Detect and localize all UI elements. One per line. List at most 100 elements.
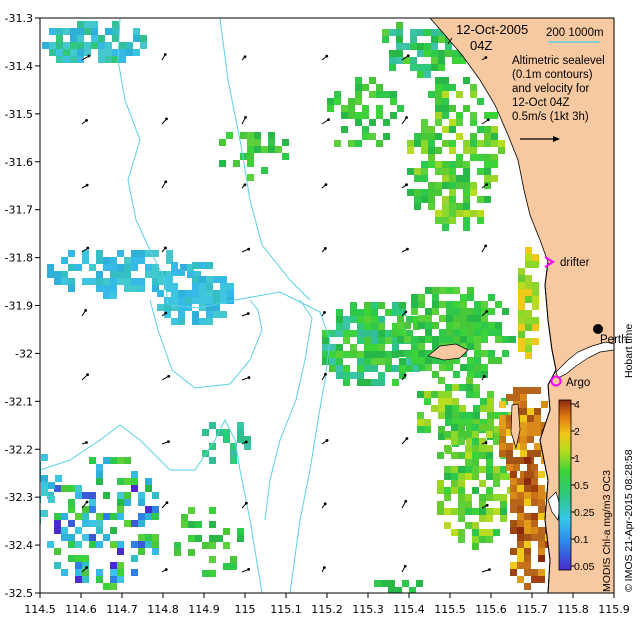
chl-pixel bbox=[96, 513, 103, 520]
chl-pixel bbox=[124, 271, 131, 278]
chl-pixel bbox=[452, 398, 459, 405]
chl-pixel bbox=[378, 330, 385, 337]
chl-pixel bbox=[54, 513, 61, 520]
chl-pixel bbox=[399, 372, 406, 379]
chl-pixel bbox=[77, 56, 84, 63]
chl-pixel bbox=[453, 371, 460, 378]
chl-pixel bbox=[538, 471, 545, 478]
chl-pixel bbox=[364, 344, 371, 351]
chl-pixel bbox=[282, 139, 289, 146]
chl-pixel bbox=[414, 168, 421, 175]
chl-pixel bbox=[425, 287, 432, 294]
chl-pixel bbox=[466, 391, 473, 398]
chl-pixel bbox=[417, 64, 424, 71]
chl-pixel bbox=[452, 57, 459, 64]
chl-pixel bbox=[451, 529, 458, 536]
chl-pixel bbox=[48, 482, 55, 489]
chl-pixel bbox=[431, 36, 438, 43]
chl-pixel bbox=[499, 429, 506, 436]
chl-pixel bbox=[488, 308, 495, 315]
velocity-arrow bbox=[241, 567, 251, 573]
chl-pixel bbox=[495, 322, 502, 329]
chl-pixel bbox=[341, 105, 348, 112]
chl-pixel bbox=[27, 510, 34, 517]
chl-pixel bbox=[202, 542, 209, 549]
chl-pixel bbox=[486, 494, 493, 501]
map-date: 12-Oct-2005 bbox=[456, 22, 528, 37]
chl-pixel bbox=[510, 527, 517, 534]
chl-pixel bbox=[164, 304, 171, 311]
chl-pixel bbox=[460, 343, 467, 350]
chl-pixel bbox=[406, 330, 413, 337]
chl-pixel bbox=[378, 302, 385, 309]
chl-pixel bbox=[112, 28, 119, 35]
chl-pixel bbox=[240, 132, 247, 139]
chl-pixel bbox=[470, 84, 477, 91]
chl-pixel bbox=[131, 478, 138, 485]
chl-pixel bbox=[219, 139, 226, 146]
chl-pixel bbox=[357, 323, 364, 330]
chl-pixel bbox=[110, 576, 117, 583]
chl-pixel bbox=[348, 105, 355, 112]
velocity-arrow bbox=[81, 118, 88, 125]
chl-pixel bbox=[145, 271, 152, 278]
chl-pixel bbox=[466, 377, 473, 384]
swan-river bbox=[555, 341, 614, 379]
chl-pixel bbox=[371, 309, 378, 316]
chl-pixel bbox=[378, 372, 385, 379]
chl-pixel bbox=[493, 480, 500, 487]
chl-pixel bbox=[117, 513, 124, 520]
chl-pixel bbox=[138, 548, 145, 555]
chl-pixel bbox=[47, 541, 54, 548]
chl-pixel bbox=[261, 146, 268, 153]
svg-text:and velocity for: and velocity for bbox=[512, 83, 590, 95]
chl-pixel bbox=[479, 480, 486, 487]
chl-pixel bbox=[520, 408, 527, 415]
chl-pixel bbox=[112, 35, 119, 42]
x-axis: 114.5 114.6 114.7 114.8 114.9 115 115.1 115.2 11… bbox=[24, 593, 630, 616]
chl-pixel bbox=[110, 292, 117, 299]
chl-pixel bbox=[524, 548, 531, 555]
chl-pixel bbox=[355, 77, 362, 84]
chl-pixel bbox=[487, 391, 494, 398]
chl-pixel bbox=[206, 276, 213, 283]
chl-pixel bbox=[110, 583, 117, 590]
chl-pixel bbox=[487, 398, 494, 405]
chl-pixel bbox=[449, 161, 456, 168]
chl-pixel bbox=[453, 322, 460, 329]
velocity-arrow bbox=[241, 55, 247, 61]
chl-pixel bbox=[517, 527, 524, 534]
chl-pixel bbox=[494, 426, 501, 433]
chl-pixel bbox=[68, 499, 75, 506]
chl-pixel bbox=[254, 132, 261, 139]
chl-pixel bbox=[385, 337, 392, 344]
chl-pixel bbox=[506, 394, 513, 401]
chl-pixel bbox=[364, 365, 371, 372]
velocity-arrow bbox=[401, 183, 408, 189]
chl-pixel bbox=[480, 398, 487, 405]
chl-pixel bbox=[411, 294, 418, 301]
velocity-arrow bbox=[81, 309, 88, 317]
chl-pixel bbox=[460, 322, 467, 329]
chl-pixel bbox=[75, 569, 82, 576]
chl-pixel bbox=[117, 278, 124, 285]
chl-pixel bbox=[206, 304, 213, 311]
chl-pixel bbox=[472, 529, 479, 536]
chl-pixel bbox=[524, 457, 531, 464]
chl-pixel bbox=[524, 583, 531, 590]
chl-pixel bbox=[479, 445, 486, 452]
chl-pixel bbox=[458, 466, 465, 473]
chl-pixel bbox=[432, 308, 439, 315]
chl-pixel bbox=[449, 203, 456, 210]
chl-pixel bbox=[213, 311, 220, 318]
chl-pixel bbox=[124, 257, 131, 264]
chl-pixel bbox=[389, 29, 396, 36]
chl-pixel bbox=[406, 358, 413, 365]
chl-pixel bbox=[61, 257, 68, 264]
velocity-arrows bbox=[81, 53, 491, 573]
chl-pixel bbox=[329, 344, 336, 351]
chl-pixel bbox=[424, 419, 431, 426]
chl-pixel bbox=[82, 250, 89, 257]
chl-pixel bbox=[466, 419, 473, 426]
chl-pixel bbox=[518, 289, 525, 296]
